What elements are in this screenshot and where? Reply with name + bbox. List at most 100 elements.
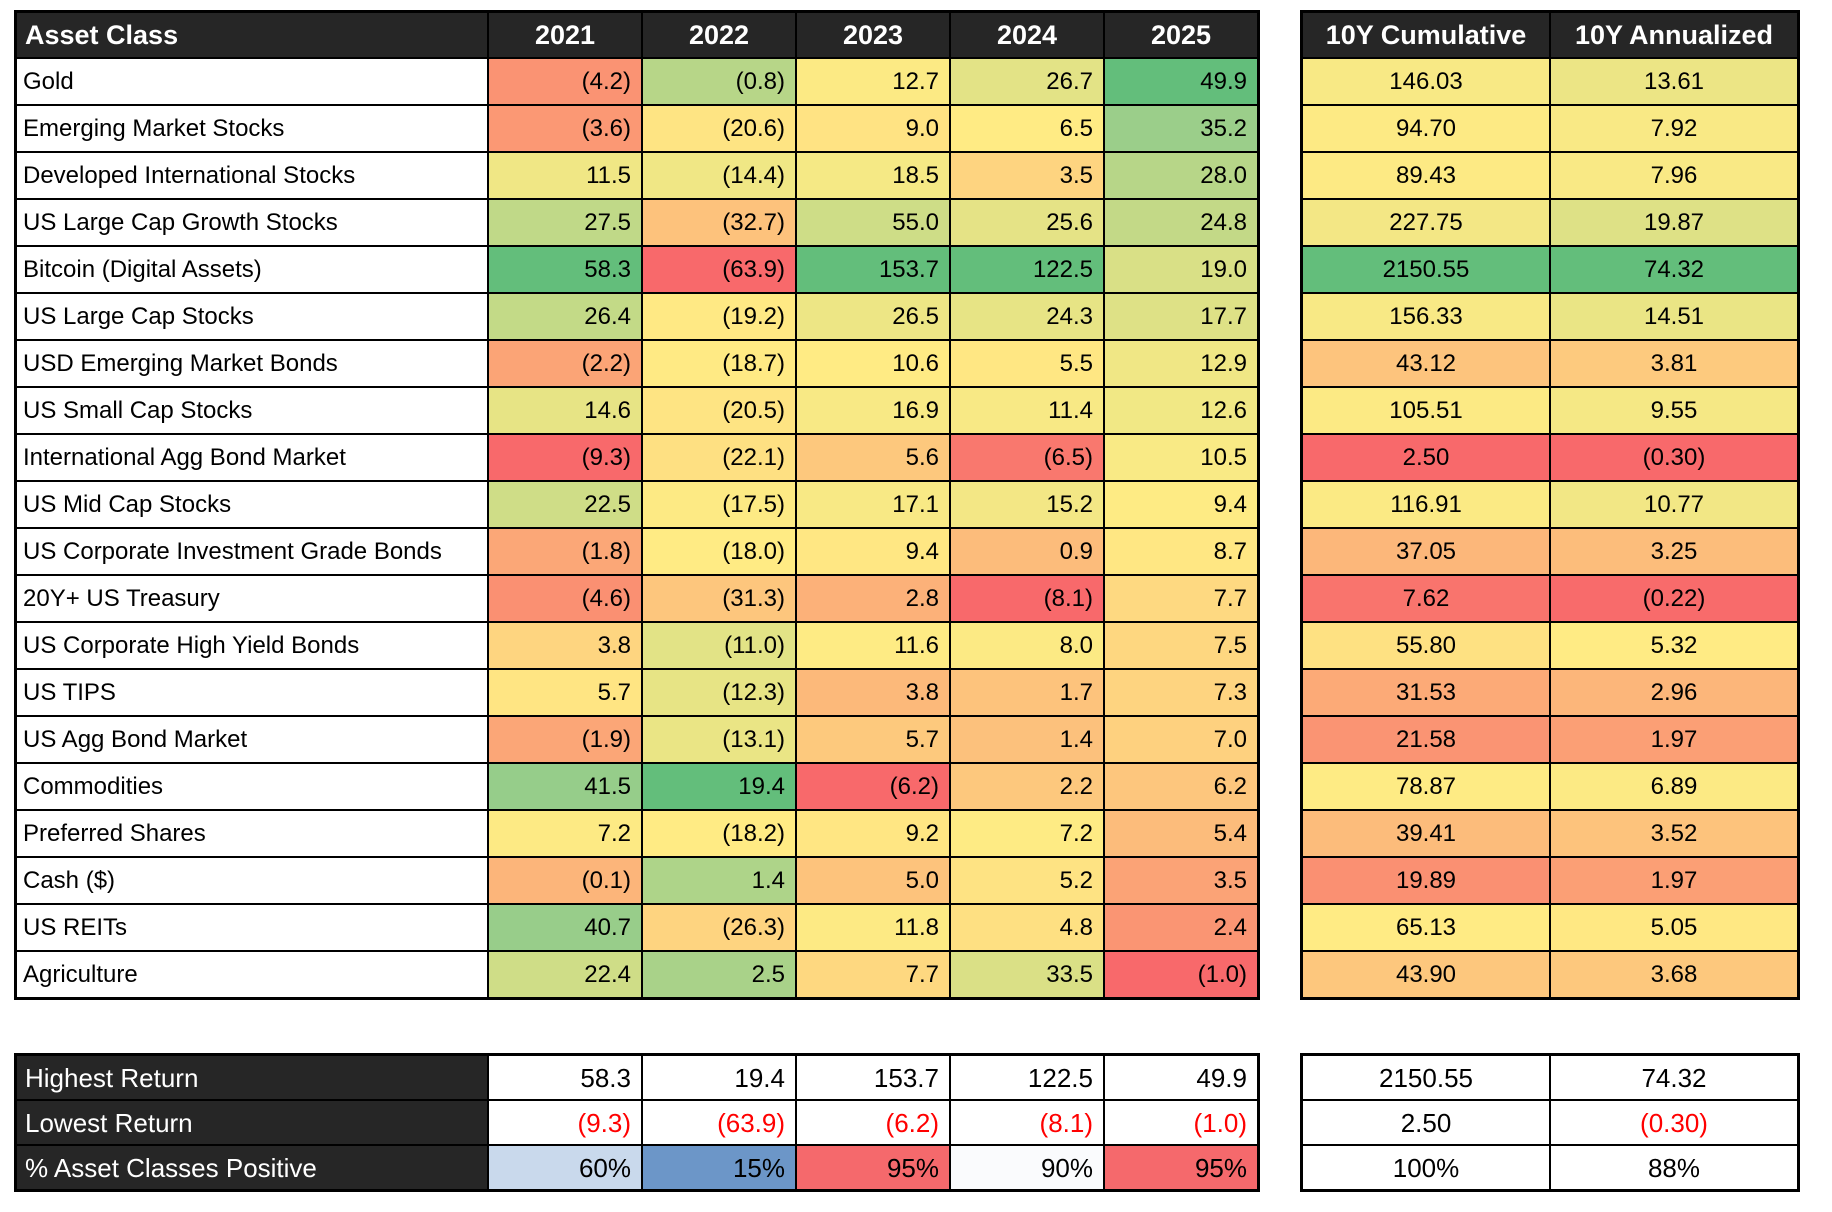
- return-cell: 12.7: [797, 59, 949, 104]
- summary-value-cell: 58.3: [489, 1056, 641, 1099]
- ten-year-cell: 3.52: [1551, 811, 1797, 856]
- asset-name-cell: Commodities: [17, 764, 487, 809]
- summary-value-cell: (63.9): [643, 1101, 795, 1144]
- summary-table: Highest Return 58.3 19.4 153.7 122.5 49.9 Lowe…: [14, 1053, 1260, 1192]
- return-cell: 1.4: [951, 717, 1103, 762]
- summary-ten-year-table: 2150.55 74.32 2.50 (0.30) 100% 88%: [1300, 1053, 1800, 1192]
- asset-name-cell: 20Y+ US Treasury: [17, 576, 487, 621]
- ten-year-cell: 227.75: [1303, 200, 1549, 245]
- summary-value-cell: 15%: [643, 1146, 795, 1189]
- ten-year-cell: 7.62: [1303, 576, 1549, 621]
- ten-year-cell: 14.51: [1551, 294, 1797, 339]
- return-cell: 3.8: [797, 670, 949, 715]
- return-cell: 9.4: [1105, 482, 1257, 527]
- asset-class-header: Asset Class: [17, 13, 487, 57]
- ten-year-cell: 10.77: [1551, 482, 1797, 527]
- return-cell: 26.7: [951, 59, 1103, 104]
- ten-year-cell: 7.92: [1551, 106, 1797, 151]
- return-cell: 11.5: [489, 153, 641, 198]
- asset-returns-table: Asset Class 2021 2022 2023 2024 2025 Gol…: [14, 10, 1260, 1000]
- return-cell: (9.3): [489, 435, 641, 480]
- return-cell: 0.9: [951, 529, 1103, 574]
- return-cell: 10.5: [1105, 435, 1257, 480]
- return-cell: (32.7): [643, 200, 795, 245]
- ten-year-cell: 3.25: [1551, 529, 1797, 574]
- asset-name-cell: US Corporate Investment Grade Bonds: [17, 529, 487, 574]
- return-cell: 9.4: [797, 529, 949, 574]
- ten-year-cell: 31.53: [1303, 670, 1549, 715]
- asset-name-cell: USD Emerging Market Bonds: [17, 341, 487, 386]
- return-cell: 17.1: [797, 482, 949, 527]
- return-cell: 14.6: [489, 388, 641, 433]
- return-cell: 7.2: [951, 811, 1103, 856]
- return-cell: 35.2: [1105, 106, 1257, 151]
- return-cell: 49.9: [1105, 59, 1257, 104]
- ten-year-cell: 3.81: [1551, 341, 1797, 386]
- ten-year-cell: 39.41: [1303, 811, 1549, 856]
- summary-value-cell: 95%: [797, 1146, 949, 1189]
- return-cell: 15.2: [951, 482, 1103, 527]
- return-cell: 26.5: [797, 294, 949, 339]
- return-cell: 5.7: [797, 717, 949, 762]
- asset-name-cell: Cash ($): [17, 858, 487, 903]
- return-cell: (2.2): [489, 341, 641, 386]
- ten-year-cell: (0.22): [1551, 576, 1797, 621]
- ten-year-cell: 1.97: [1551, 717, 1797, 762]
- return-cell: 25.6: [951, 200, 1103, 245]
- ten-year-cell: 5.32: [1551, 623, 1797, 668]
- return-cell: 27.5: [489, 200, 641, 245]
- asset-name-cell: Emerging Market Stocks: [17, 106, 487, 151]
- return-cell: (20.5): [643, 388, 795, 433]
- return-cell: 7.7: [797, 952, 949, 997]
- return-cell: 6.2: [1105, 764, 1257, 809]
- return-cell: (12.3): [643, 670, 795, 715]
- summary-value-cell: (1.0): [1105, 1101, 1257, 1144]
- ten-year-cell: 1.97: [1551, 858, 1797, 903]
- return-cell: (18.2): [643, 811, 795, 856]
- ten-year-cell: 146.03: [1303, 59, 1549, 104]
- summary-ten-year-cell: 74.32: [1551, 1056, 1797, 1099]
- ten-year-cell: 105.51: [1303, 388, 1549, 433]
- summary-ten-year-cell: 2150.55: [1303, 1056, 1549, 1099]
- summary-value-cell: 122.5: [951, 1056, 1103, 1099]
- ten-year-cell: 2.50: [1303, 435, 1549, 480]
- summary-value-cell: 90%: [951, 1146, 1103, 1189]
- return-cell: (3.6): [489, 106, 641, 151]
- return-cell: 5.2: [951, 858, 1103, 903]
- return-cell: 11.4: [951, 388, 1103, 433]
- summary-ten-year-cell: 100%: [1303, 1146, 1549, 1189]
- return-cell: 7.5: [1105, 623, 1257, 668]
- return-cell: 5.5: [951, 341, 1103, 386]
- return-cell: 7.3: [1105, 670, 1257, 715]
- return-cell: 40.7: [489, 905, 641, 950]
- return-cell: 10.6: [797, 341, 949, 386]
- return-cell: 55.0: [797, 200, 949, 245]
- return-cell: 18.5: [797, 153, 949, 198]
- return-cell: 58.3: [489, 247, 641, 292]
- asset-name-cell: Developed International Stocks: [17, 153, 487, 198]
- return-cell: (63.9): [643, 247, 795, 292]
- return-cell: 19.0: [1105, 247, 1257, 292]
- return-cell: (13.1): [643, 717, 795, 762]
- ten-year-cell: 6.89: [1551, 764, 1797, 809]
- return-cell: 3.8: [489, 623, 641, 668]
- return-cell: (1.9): [489, 717, 641, 762]
- year-header-2023: 2023: [797, 13, 949, 57]
- ten-year-cell: 2150.55: [1303, 247, 1549, 292]
- return-cell: 3.5: [1105, 858, 1257, 903]
- ten-year-cell: 43.12: [1303, 341, 1549, 386]
- return-cell: 2.4: [1105, 905, 1257, 950]
- summary-ten-year-cell: 2.50: [1303, 1101, 1549, 1144]
- return-cell: 41.5: [489, 764, 641, 809]
- return-cell: 7.0: [1105, 717, 1257, 762]
- summary-value-cell: 19.4: [643, 1056, 795, 1099]
- return-cell: 2.5: [643, 952, 795, 997]
- return-cell: 6.5: [951, 106, 1103, 151]
- return-cell: 28.0: [1105, 153, 1257, 198]
- return-cell: 19.4: [643, 764, 795, 809]
- ten-year-cell: 19.89: [1303, 858, 1549, 903]
- asset-name-cell: US REITs: [17, 905, 487, 950]
- ten-year-cell: 156.33: [1303, 294, 1549, 339]
- ten-year-cell: 9.55: [1551, 388, 1797, 433]
- return-cell: 5.6: [797, 435, 949, 480]
